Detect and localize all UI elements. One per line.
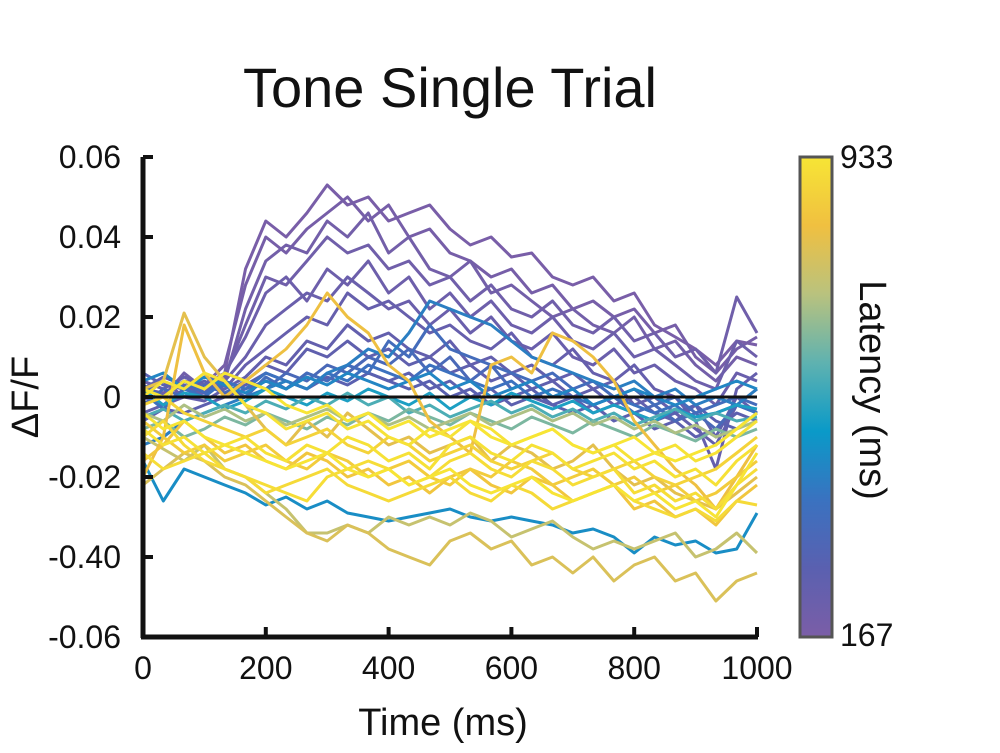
y-tick-label: 0.02 bbox=[59, 299, 121, 335]
series-layer bbox=[141, 183, 759, 603]
y-tick-label: 0.04 bbox=[59, 219, 121, 255]
y-tick-label: -0.06 bbox=[48, 619, 121, 655]
colorbar-min-label: 167 bbox=[840, 617, 893, 653]
series-line-34 bbox=[142, 371, 758, 463]
x-axis-label: Time (ms) bbox=[358, 702, 528, 744]
series-line-30 bbox=[142, 451, 758, 511]
series-line-4 bbox=[142, 235, 759, 399]
x-tick-label: 1000 bbox=[721, 650, 792, 686]
series-line-14 bbox=[142, 363, 758, 423]
x-tick-label: 400 bbox=[362, 650, 415, 686]
series-line-7 bbox=[142, 291, 758, 471]
series-line-5 bbox=[142, 259, 758, 407]
x-tick-label: 600 bbox=[485, 650, 538, 686]
series-line-33 bbox=[142, 411, 759, 519]
series-line-21 bbox=[142, 403, 758, 439]
y-axis-label: ΔF/F bbox=[5, 356, 47, 438]
x-tick-label: 0 bbox=[134, 650, 152, 686]
colorbar-max-label: 933 bbox=[840, 139, 893, 175]
y-tick-label: 0 bbox=[103, 379, 121, 415]
colorbar bbox=[798, 155, 834, 639]
x-tick-label: 800 bbox=[608, 650, 661, 686]
series-line-23 bbox=[142, 451, 758, 603]
colorbar-label: Latency (ms) bbox=[851, 280, 893, 500]
y-tick-label: 0.06 bbox=[59, 139, 121, 175]
y-tick-label: -0.40 bbox=[48, 539, 121, 575]
series-line-17 bbox=[141, 460, 759, 555]
y-tick-label: -0.02 bbox=[48, 459, 121, 495]
series-line-19 bbox=[142, 391, 758, 427]
series-line-31 bbox=[142, 427, 758, 487]
series-line-20 bbox=[142, 407, 758, 443]
ticks: 0 200 400 600 800 1000 0.06 0.04 0.02 0 -0.02 -0.40… bbox=[48, 139, 793, 686]
chart-title: Tone Single Trial bbox=[243, 56, 657, 119]
series-line-1 bbox=[142, 183, 758, 395]
x-tick-label: 200 bbox=[239, 650, 292, 686]
